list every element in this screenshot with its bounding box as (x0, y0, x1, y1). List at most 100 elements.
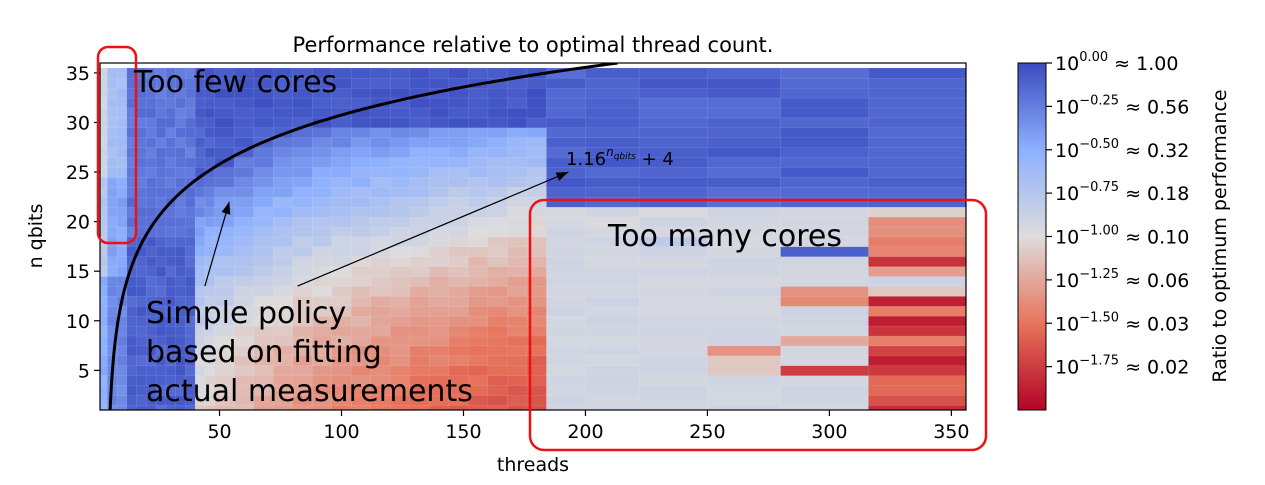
policy-label-line-2: based on fitting (146, 335, 382, 370)
fit-formula-exponent: n (606, 145, 614, 159)
heatmap-cell (370, 156, 391, 168)
heatmap-cell (165, 275, 177, 287)
heatmap-cell (707, 127, 782, 139)
heatmap-cell (409, 67, 430, 79)
heatmap-cell (233, 206, 255, 218)
heatmap-cell (107, 236, 118, 248)
heatmap-cell (868, 147, 966, 158)
heatmap-cell (185, 107, 196, 119)
heatmap-cell (351, 216, 372, 228)
heatmap-cell (448, 107, 470, 119)
colorbar-tick-label: 100.00 ≈ 1.00 (1055, 50, 1178, 75)
heatmap-cell (370, 137, 391, 148)
heatmap-cell (468, 246, 489, 257)
heatmap-cell (546, 375, 587, 386)
heatmap-cell (146, 137, 157, 148)
heatmap-cell (409, 186, 430, 198)
heatmap-cell (638, 206, 709, 218)
colorbar-ticks: 100.00 ≈ 1.00 10−0.25 ≈ 0.56 10−0.50 ≈ 0.3… (1046, 50, 1189, 379)
heatmap-cell (390, 246, 411, 257)
heatmap-cell (107, 67, 118, 79)
heatmap-cell (204, 236, 216, 248)
heatmap-cell (868, 107, 966, 119)
heatmap-cell (468, 176, 489, 188)
heatmap-cell (868, 345, 966, 357)
heatmap-cell (409, 166, 430, 178)
heatmap-cell (526, 137, 548, 148)
heatmap-cell (585, 176, 640, 188)
heatmap-cell (390, 127, 411, 139)
heatmap-cell (429, 176, 450, 188)
fit-formula-label: 1.16nqbits + 4 (566, 145, 674, 170)
heatmap-cell (546, 394, 587, 406)
heatmap-cell (194, 107, 206, 119)
heatmap-cell (780, 176, 870, 188)
heatmap-cell (351, 87, 372, 99)
heatmap-cell (253, 256, 274, 267)
heatmap-cell (292, 147, 313, 158)
heatmap-cell (468, 206, 489, 218)
heatmap-cell (233, 186, 255, 198)
heatmap-cell (390, 196, 411, 208)
heatmap-cell (468, 315, 489, 327)
heatmap-cell (707, 265, 782, 277)
heatmap-cell (292, 166, 313, 178)
fit-formula-exponent-subscript: qbits (614, 152, 636, 162)
heatmap-cell (165, 246, 177, 257)
heatmap-cell (429, 265, 450, 277)
heatmap-cell (165, 236, 177, 248)
heatmap-cell (311, 256, 333, 267)
heatmap-cell (868, 246, 966, 257)
heatmap-cell (707, 345, 782, 357)
heatmap-cell (409, 345, 430, 357)
heatmap-cell (546, 226, 587, 238)
colorbar-tick-label: 10−1.75 ≈ 0.02 (1055, 354, 1189, 379)
colorbar-tick-label: 10−1.25 ≈ 0.06 (1055, 267, 1189, 292)
plot-frame (99, 62, 967, 411)
heatmap-cell (546, 384, 587, 396)
heatmap-cell (370, 176, 391, 188)
heatmap-cell (311, 216, 333, 228)
heatmap-cell (311, 186, 333, 198)
heatmap-cell (780, 107, 870, 119)
heatmap-cell (331, 156, 352, 168)
heatmap-cell (292, 137, 313, 148)
heatmap-cell (448, 285, 470, 297)
heatmap-cell (165, 285, 177, 297)
heatmap-cell (146, 127, 157, 139)
heatmap-cell (585, 265, 640, 277)
heatmap-cell (100, 226, 108, 238)
heatmap-cell (409, 265, 430, 277)
heatmap-cell (146, 117, 157, 129)
heatmap-cell (194, 117, 206, 129)
heatmap-cell (448, 186, 470, 198)
heatmap-cell (638, 365, 709, 376)
heatmap-cell (155, 236, 167, 248)
heatmap-cell (116, 216, 128, 228)
heatmap-cell (468, 325, 489, 337)
heatmap-cell (585, 97, 640, 109)
heatmap-cell (429, 156, 450, 168)
heatmap-cell (429, 236, 450, 248)
heatmap-cell (100, 196, 108, 208)
heatmap-cell (707, 186, 782, 198)
heatmap-cell (585, 186, 640, 198)
too-few-cores-label: Too few cores (133, 65, 337, 100)
heatmap-cell (194, 186, 206, 198)
heatmap-cell (107, 246, 118, 257)
heatmap-cell (468, 97, 489, 109)
heatmap-cell (136, 265, 147, 277)
heatmap-cell (868, 325, 966, 337)
heatmap-cell (126, 365, 138, 376)
x-axis-label: threads (497, 454, 569, 476)
heatmap-cell (707, 256, 782, 267)
heatmap-cell (707, 97, 782, 109)
heatmap-cell (194, 196, 206, 208)
heatmap-cell (390, 315, 411, 327)
heatmap-cell (526, 166, 548, 178)
heatmap-cell (707, 87, 782, 99)
annotation-arrow (297, 171, 569, 287)
heatmap-cell (311, 285, 333, 297)
heatmap-cell (585, 196, 640, 208)
